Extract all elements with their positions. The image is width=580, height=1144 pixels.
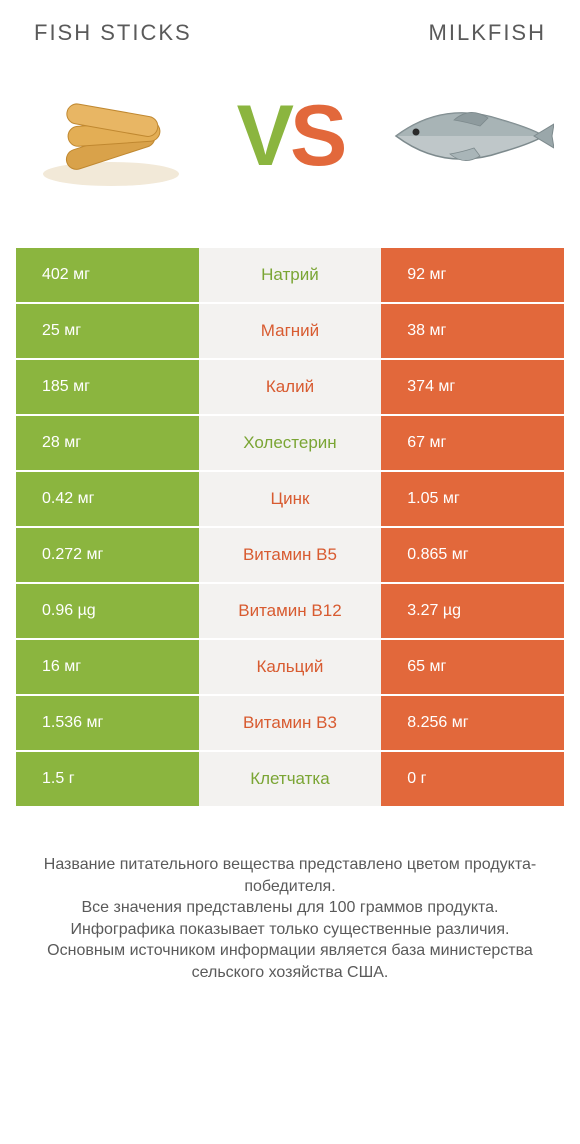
right-value-cell: 0.865 мг <box>381 528 564 582</box>
table-row: 0.272 мгВитамин B50.865 мг <box>16 528 564 582</box>
table-row: 185 мгКалий374 мг <box>16 360 564 414</box>
table-row: 1.536 мгВитамин B38.256 мг <box>16 696 564 750</box>
left-value-cell: 402 мг <box>16 248 199 302</box>
left-value-cell: 1.5 г <box>16 752 199 806</box>
nutrient-label-cell: Клетчатка <box>199 752 382 806</box>
nutrient-label-cell: Холестерин <box>199 416 382 470</box>
footer-line: Основным источником информации является … <box>24 940 556 983</box>
footer-line: Все значения представлены для 100 граммо… <box>24 897 556 919</box>
table-row: 28 мгХолестерин67 мг <box>16 416 564 470</box>
left-product-title: FISH STICKS <box>34 20 192 46</box>
right-product-title: MILKFISH <box>429 20 546 46</box>
right-value-cell: 65 мг <box>381 640 564 694</box>
header: FISH STICKS MILKFISH <box>16 20 564 46</box>
table-row: 1.5 гКлетчатка0 г <box>16 752 564 806</box>
table-row: 16 мгКальций65 мг <box>16 640 564 694</box>
right-value-cell: 8.256 мг <box>381 696 564 750</box>
left-value-cell: 0.96 µg <box>16 584 199 638</box>
nutrient-label-cell: Кальций <box>199 640 382 694</box>
right-value-cell: 92 мг <box>381 248 564 302</box>
table-row: 25 мгМагний38 мг <box>16 304 564 358</box>
table-row: 402 мгНатрий92 мг <box>16 248 564 302</box>
right-product-image <box>384 76 554 196</box>
nutrient-label-cell: Магний <box>199 304 382 358</box>
nutrition-table: 402 мгНатрий92 мг25 мгМагний38 мг185 мгК… <box>16 248 564 806</box>
nutrient-label-cell: Калий <box>199 360 382 414</box>
right-value-cell: 38 мг <box>381 304 564 358</box>
table-row: 0.42 мгЦинк1.05 мг <box>16 472 564 526</box>
footer-line: Название питательного вещества представл… <box>24 854 556 897</box>
nutrient-label-cell: Витамин B5 <box>199 528 382 582</box>
footer-line: Инфографика показывает только существенн… <box>24 919 556 941</box>
left-value-cell: 185 мг <box>16 360 199 414</box>
right-value-cell: 374 мг <box>381 360 564 414</box>
left-value-cell: 0.272 мг <box>16 528 199 582</box>
nutrient-label-cell: Витамин B12 <box>199 584 382 638</box>
right-value-cell: 3.27 µg <box>381 584 564 638</box>
nutrient-label-cell: Натрий <box>199 248 382 302</box>
table-row: 0.96 µgВитамин B123.27 µg <box>16 584 564 638</box>
left-product-image <box>26 76 196 196</box>
left-value-cell: 0.42 мг <box>16 472 199 526</box>
fish-sticks-icon <box>26 76 196 196</box>
footer-note: Название питательного вещества представл… <box>16 854 564 984</box>
milkfish-icon <box>384 76 554 196</box>
left-value-cell: 28 мг <box>16 416 199 470</box>
vs-v: V <box>237 87 290 186</box>
nutrient-label-cell: Цинк <box>199 472 382 526</box>
vs-row: VS <box>16 76 564 196</box>
left-value-cell: 16 мг <box>16 640 199 694</box>
right-value-cell: 67 мг <box>381 416 564 470</box>
left-value-cell: 1.536 мг <box>16 696 199 750</box>
vs-s: S <box>290 87 343 186</box>
vs-label: VS <box>237 87 344 186</box>
right-value-cell: 0 г <box>381 752 564 806</box>
nutrient-label-cell: Витамин B3 <box>199 696 382 750</box>
left-value-cell: 25 мг <box>16 304 199 358</box>
right-value-cell: 1.05 мг <box>381 472 564 526</box>
